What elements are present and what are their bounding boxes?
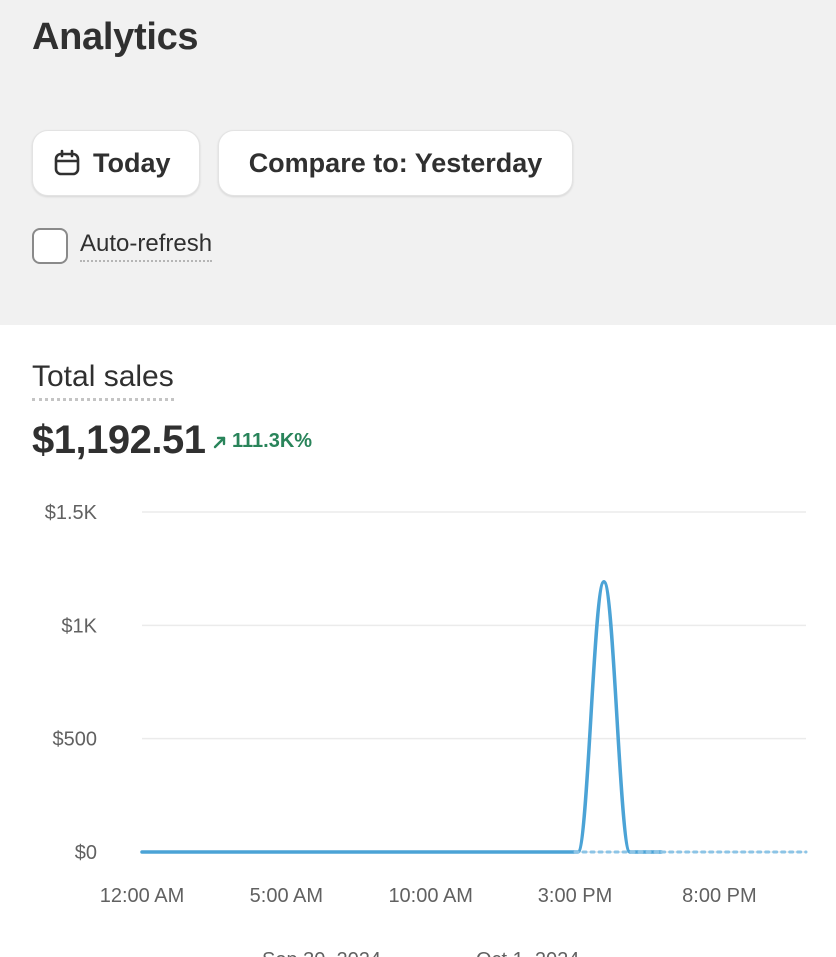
x-tick-label: 5:00 AM: [250, 885, 323, 907]
date-range-label: Today: [93, 147, 171, 178]
y-tick-label: $1.5K: [45, 502, 98, 524]
date-range-button[interactable]: Today: [32, 130, 200, 196]
metric-change-value: 111.3K%: [232, 430, 313, 452]
metric-change: 111.3K%: [212, 430, 312, 453]
x-tick-label: 12:00 AM: [100, 885, 185, 907]
x-tick-label: 10:00 AM: [388, 885, 473, 907]
header-area: Analytics Today Compare to: Yesterday Au…: [0, 0, 836, 325]
metric-value: $1,192.51: [32, 418, 206, 462]
sales-line-chart: $1.5K $1K $500 $012:00 AM 5:00 AM 10:00 AM 3:0…: [45, 502, 808, 957]
page-title: Analytics: [32, 16, 199, 58]
y-tick-label: $500: [53, 729, 98, 751]
compare-button[interactable]: Compare to: Yesterday: [218, 130, 573, 196]
auto-refresh-label[interactable]: Auto-refresh: [80, 230, 213, 262]
compare-label: Compare to: Yesterday: [248, 147, 543, 178]
calendar-icon: [54, 149, 80, 176]
metric-title[interactable]: Total sales: [32, 360, 174, 401]
x-tick-label: 3:00 PM: [538, 885, 612, 907]
auto-refresh-toggle[interactable]: Auto-refresh: [32, 228, 213, 264]
arrow-up-right-icon: [213, 436, 226, 448]
series-line-current: [140, 579, 664, 854]
auto-refresh-checkbox[interactable]: [32, 228, 68, 264]
x-tick-label: 8:00 PM: [682, 885, 756, 907]
legend-label: Sep 30, 2024: [262, 949, 381, 957]
y-tick-label: $0: [75, 842, 97, 864]
y-tick-label: $1K: [61, 615, 97, 637]
legend-label: Oct 1, 2024: [476, 949, 579, 957]
